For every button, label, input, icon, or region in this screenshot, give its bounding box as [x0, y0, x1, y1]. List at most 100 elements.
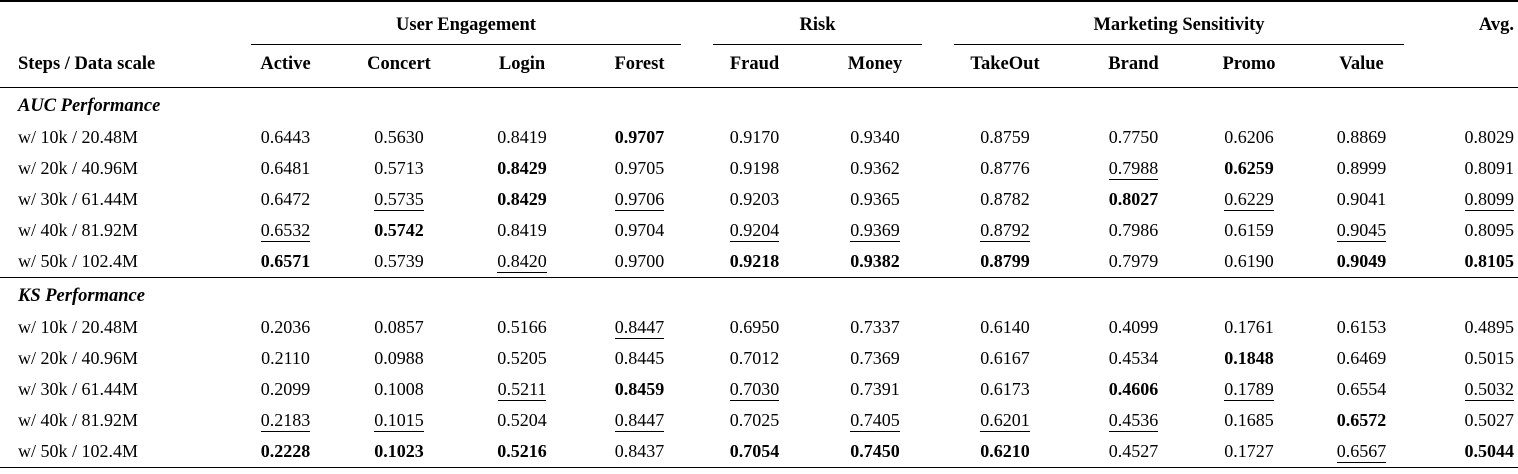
section-header-row: KS Performance	[0, 277, 1518, 312]
metric-value: 0.7012	[729, 348, 780, 368]
metric-value-cell: 0.1761	[1195, 312, 1303, 343]
metric-value-cell: 0.6469	[1303, 343, 1420, 374]
metric-value: 0.4895	[1464, 317, 1515, 337]
metric-value-cell: 0.6159	[1195, 215, 1303, 246]
metric-value-cell: 0.7750	[1072, 122, 1195, 153]
column-header-avg-spacer	[1420, 45, 1518, 88]
metric-value-cell: 0.6201	[938, 405, 1072, 436]
metric-value-cell: 0.1789	[1195, 374, 1303, 405]
metric-value: 0.1848	[1224, 348, 1274, 368]
metric-value-cell: 0.9382	[812, 246, 938, 278]
metric-value-cell: 0.8799	[938, 246, 1072, 278]
metric-value: 0.6554	[1336, 379, 1387, 399]
metric-value-cell: 0.9704	[582, 215, 697, 246]
metric-value-cell: 0.9045	[1303, 215, 1420, 246]
metric-value: 0.8776	[980, 158, 1030, 178]
metric-value: 0.1761	[1224, 317, 1274, 337]
metric-value: 0.8459	[614, 379, 665, 399]
data-row: w/ 20k / 40.96M 0.6481 0.5713 0.8429 0.9705 0…	[0, 153, 1518, 184]
metric-value: 0.6201	[980, 410, 1030, 432]
metric-value: 0.7405	[850, 410, 900, 432]
row-label: w/ 40k / 81.92M	[18, 410, 139, 430]
metric-value: 0.9382	[850, 251, 900, 271]
metric-value: 0.9049	[1336, 251, 1387, 271]
metric-value: 0.8429	[497, 189, 547, 209]
metric-value-cell: 0.6554	[1303, 374, 1420, 405]
metric-value-cell: 0.9706	[582, 184, 697, 215]
metric-value-cell: 0.5742	[336, 215, 462, 246]
metric-value: 0.1015	[374, 410, 424, 432]
metric-value-cell: 0.7369	[812, 343, 938, 374]
data-row: w/ 50k / 102.4M 0.2228 0.1023 0.5216 0.8437 0…	[0, 436, 1518, 467]
metric-value-cell: 0.5015	[1420, 343, 1518, 374]
metric-value-cell: 0.5713	[336, 153, 462, 184]
column-header-concert: Concert	[367, 54, 431, 74]
table-body: AUC Performance w/ 10k / 20.48M 0.6443 0.56…	[0, 87, 1518, 468]
metric-value-cell: 0.2110	[235, 343, 336, 374]
metric-value: 0.9700	[614, 251, 665, 271]
row-label: w/ 10k / 20.48M	[18, 317, 139, 337]
metric-value: 0.8999	[1336, 158, 1387, 178]
data-row: w/ 40k / 81.92M 0.2183 0.1015 0.5204 0.8447 0…	[0, 405, 1518, 436]
metric-value: 0.1789	[1224, 379, 1274, 401]
metric-value: 0.7030	[729, 379, 780, 401]
column-header-steps-data-scale: Steps / Data scale	[18, 54, 156, 74]
group-header-user-engagement: User Engagement	[235, 2, 697, 45]
metric-value-cell: 0.6472	[235, 184, 336, 215]
metric-value-cell: 0.7012	[697, 343, 812, 374]
metric-value: 0.8759	[980, 127, 1030, 147]
metric-value-cell: 0.7979	[1072, 246, 1195, 278]
metric-value-cell: 0.6572	[1303, 405, 1420, 436]
metric-value-cell: 0.7986	[1072, 215, 1195, 246]
metric-value-cell: 0.8445	[582, 343, 697, 374]
metric-value: 0.8799	[980, 251, 1030, 271]
metric-value: 0.7750	[1108, 127, 1159, 147]
metric-value-cell: 0.5735	[336, 184, 462, 215]
column-header-takeout: TakeOut	[970, 54, 1040, 74]
metric-value-cell: 0.6153	[1303, 312, 1420, 343]
metric-value-cell: 0.5211	[462, 374, 582, 405]
metric-value-cell: 0.9198	[697, 153, 812, 184]
metric-value: 0.5027	[1464, 410, 1515, 430]
metric-value: 0.8105	[1464, 251, 1515, 271]
metric-value-cell: 0.8447	[582, 405, 697, 436]
metric-value-cell: 0.1685	[1195, 405, 1303, 436]
metric-value: 0.5166	[497, 317, 547, 337]
metric-value-cell: 0.6173	[938, 374, 1072, 405]
metric-value: 0.6229	[1224, 189, 1274, 211]
group-header-marketing-sensitivity: Marketing Sensitivity	[938, 2, 1420, 45]
metric-value-cell: 0.8091	[1420, 153, 1518, 184]
metric-value: 0.7337	[850, 317, 900, 337]
metric-value-cell: 0.8759	[938, 122, 1072, 153]
metric-value-cell: 0.5205	[462, 343, 582, 374]
metric-value-cell: 0.8429	[462, 153, 582, 184]
metric-value: 0.5015	[1464, 348, 1515, 368]
metric-value-cell: 0.8459	[582, 374, 697, 405]
metric-value: 0.5630	[374, 127, 424, 147]
metric-value: 0.8091	[1464, 158, 1515, 178]
metric-value: 0.5742	[374, 220, 424, 240]
metric-value-cell: 0.6190	[1195, 246, 1303, 278]
metric-value: 0.9340	[850, 127, 900, 147]
metric-value: 0.2036	[260, 317, 311, 337]
metric-value: 0.2110	[261, 348, 310, 368]
metric-value-cell: 0.0857	[336, 312, 462, 343]
metric-value: 0.2183	[260, 410, 311, 432]
metric-value: 0.6469	[1336, 348, 1387, 368]
metric-value-cell: 0.8027	[1072, 184, 1195, 215]
row-label: w/ 20k / 40.96M	[18, 348, 139, 368]
row-label: w/ 30k / 61.44M	[18, 379, 139, 399]
metric-value-cell: 0.8419	[462, 215, 582, 246]
metric-value: 0.4534	[1108, 348, 1159, 368]
metric-value: 0.8095	[1464, 220, 1515, 240]
metric-value: 0.8869	[1336, 127, 1387, 147]
metric-value: 0.9045	[1336, 220, 1387, 242]
metric-value-cell: 0.8429	[462, 184, 582, 215]
metric-value-cell: 0.7405	[812, 405, 938, 436]
metric-value-cell: 0.5166	[462, 312, 582, 343]
metric-value: 0.6532	[260, 220, 311, 242]
metric-value: 0.5032	[1464, 379, 1514, 401]
metric-value-cell: 0.6567	[1303, 436, 1420, 467]
